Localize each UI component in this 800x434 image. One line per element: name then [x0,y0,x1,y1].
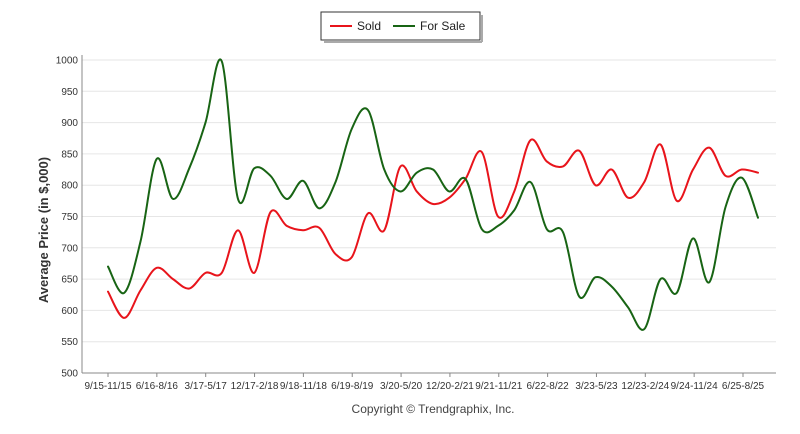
x-tick-label-12: 9/24-11/24 [671,381,719,392]
x-tick-label-7: 12/20-2/21 [426,381,474,392]
y-tick-label-1000: 1000 [56,56,79,67]
y-tick-label-550: 550 [61,337,78,348]
y-axis-title: Average Price (in $,000) [36,157,51,303]
x-tick-label-0: 9/15-11/15 [84,381,132,392]
legend: Sold For Sale [320,11,483,43]
x-tick-label-2: 3/17-5/17 [185,381,228,392]
legend-label-sold: Sold [357,19,381,33]
y-tick-label-500: 500 [61,369,78,380]
y-tick-label-750: 750 [61,212,78,223]
x-tick-label-10: 3/23-5/23 [575,381,618,392]
y-tick-label-600: 600 [61,306,78,317]
x-tick-label-11: 12/23-2/24 [621,381,669,392]
y-tick-label-850: 850 [61,149,78,160]
y-tick-label-900: 900 [61,118,78,129]
x-tick-label-9: 6/22-8/22 [526,381,569,392]
x-tick-label-1: 6/16-8/16 [136,381,179,392]
series-lines [107,58,759,331]
legend-label-for-sale: For Sale [420,19,466,33]
x-tick-label-13: 6/25-8/25 [722,381,765,392]
series-line-for-sale [107,58,759,331]
x-tick-label-5: 6/19-8/19 [331,381,374,392]
x-tick-label-8: 9/21-11/21 [475,381,523,392]
y-tick-label-700: 700 [61,243,78,254]
axes: 500 550 600 650 700 750 800 850 900 950 1000 9/15-1… [56,55,776,392]
x-tick-label-4: 9/18-11/18 [280,381,328,392]
series-line-sold [107,138,759,319]
y-tick-label-950: 950 [61,87,78,98]
copyright-credit: Copyright © Trendgraphix, Inc. [352,402,515,416]
y-tick-label-800: 800 [61,181,78,192]
gridlines [82,59,776,374]
x-tick-label-3: 12/17-2/18 [231,381,279,392]
x-tick-label-6: 3/20-5/20 [380,381,423,392]
y-tick-label-650: 650 [61,275,78,286]
